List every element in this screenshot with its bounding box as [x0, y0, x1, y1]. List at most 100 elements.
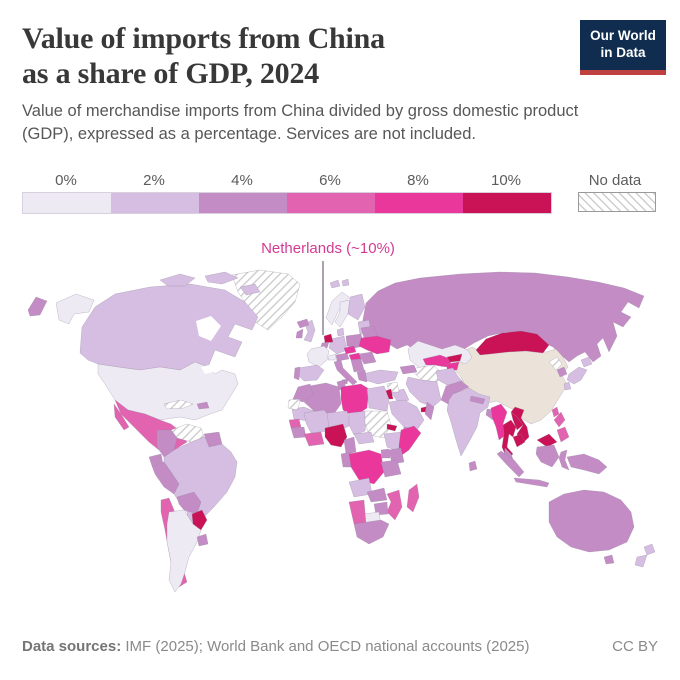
country-australia-tasmania[interactable]	[603, 554, 615, 565]
country-sri-lanka[interactable]	[468, 460, 478, 472]
country-ukraine[interactable]	[358, 335, 392, 355]
country-ivory-coast-ghana[interactable]	[303, 431, 325, 447]
country-mongolia[interactable]	[475, 330, 550, 356]
country-austria[interactable]	[335, 352, 350, 362]
legend-swatch-bin6[interactable]	[463, 193, 551, 213]
country-sudan[interactable]	[364, 410, 392, 439]
country-greece[interactable]	[356, 369, 368, 383]
country-guyanas[interactable]	[203, 431, 223, 448]
country-colombia[interactable]	[156, 429, 178, 458]
country-uganda[interactable]	[380, 448, 391, 459]
country-indonesia-sulawesi[interactable]	[558, 449, 570, 471]
country-mexico-baja[interactable]	[113, 403, 130, 431]
country-western-sahara[interactable]	[287, 398, 301, 411]
country-russia-chukotka[interactable]	[27, 296, 48, 317]
country-papua-new-guinea[interactable]	[566, 453, 608, 475]
country-north-korea[interactable]	[548, 356, 563, 371]
country-canada-arctic-2[interactable]	[204, 271, 239, 285]
country-cameroon[interactable]	[343, 436, 357, 455]
country-somalia[interactable]	[398, 425, 422, 458]
country-italy[interactable]	[333, 359, 358, 386]
country-chad[interactable]	[348, 410, 368, 436]
country-zimbabwe[interactable]	[373, 501, 389, 516]
country-eritrea[interactable]	[386, 423, 398, 432]
country-saudi-arabia[interactable]	[388, 399, 425, 431]
country-denmark[interactable]	[336, 327, 345, 337]
country-kenya[interactable]	[388, 447, 405, 465]
country-australia[interactable]	[548, 489, 635, 553]
country-finland[interactable]	[347, 293, 366, 321]
country-morocco[interactable]	[292, 383, 314, 403]
country-nigeria[interactable]	[324, 423, 348, 448]
country-indonesia-java[interactable]	[513, 477, 550, 488]
legend-swatch-bin3[interactable]	[199, 193, 287, 213]
country-kyrgyzstan[interactable]	[446, 353, 463, 363]
country-japan-honshu[interactable]	[566, 366, 588, 385]
country-romania[interactable]	[358, 351, 377, 365]
country-dr-congo[interactable]	[348, 449, 385, 485]
country-norway[interactable]	[325, 291, 350, 326]
country-senegal[interactable]	[288, 418, 302, 429]
country-tanzania[interactable]	[380, 459, 402, 478]
license-link[interactable]: CC BY	[612, 638, 658, 655]
country-madagascar[interactable]	[406, 483, 420, 513]
legend-swatch-bin5[interactable]	[375, 193, 463, 213]
country-central-african-republic[interactable]	[353, 431, 375, 445]
owid-logo[interactable]: Our World in Data	[580, 20, 666, 75]
country-ireland[interactable]	[295, 328, 304, 339]
country-new-zealand-south[interactable]	[634, 554, 648, 568]
country-iceland[interactable]	[296, 318, 310, 329]
country-egypt[interactable]	[366, 385, 390, 412]
country-paraguay[interactable]	[191, 509, 208, 531]
country-indonesia-kalimantan[interactable]	[535, 444, 560, 468]
country-zambia[interactable]	[366, 487, 388, 503]
country-indonesia-sumatra[interactable]	[496, 450, 525, 478]
country-balkans[interactable]	[350, 358, 365, 373]
country-canada-arctic-3[interactable]	[239, 283, 261, 296]
country-oman[interactable]	[424, 401, 435, 421]
legend-bar	[22, 192, 658, 214]
country-peru[interactable]	[151, 461, 180, 495]
country-france[interactable]	[306, 345, 330, 368]
country-philippines-luzon[interactable]	[553, 411, 566, 428]
country-vietnam[interactable]	[510, 406, 530, 446]
country-mozambique[interactable]	[386, 489, 403, 521]
country-guinea[interactable]	[290, 426, 307, 439]
country-south-africa[interactable]	[353, 519, 390, 545]
country-namibia[interactable]	[348, 499, 367, 525]
country-uruguay[interactable]	[196, 533, 209, 547]
country-netherlands[interactable]	[323, 333, 334, 344]
country-india[interactable]	[446, 387, 491, 457]
legend-swatch-bin4[interactable]	[287, 193, 375, 213]
country-turkey[interactable]	[361, 369, 399, 385]
country-japan-kyushu[interactable]	[563, 381, 572, 391]
country-svalbard[interactable]	[329, 279, 341, 289]
country-cuba[interactable]	[163, 399, 194, 410]
legend-swatch-bin1[interactable]	[23, 193, 111, 213]
country-japan-hokkaido[interactable]	[580, 356, 593, 368]
country-canada[interactable]	[79, 283, 259, 371]
legend-no-data-swatch[interactable]	[578, 192, 656, 212]
country-malaysia-borneo[interactable]	[536, 433, 558, 448]
country-nepal[interactable]	[469, 395, 486, 405]
country-taiwan[interactable]	[551, 406, 560, 418]
country-svalbard-east[interactable]	[341, 278, 350, 287]
country-caucasus[interactable]	[399, 364, 418, 375]
title-line-1: Value of imports from China	[22, 22, 385, 55]
country-portugal[interactable]	[293, 366, 301, 381]
legend-swatch-bin2[interactable]	[111, 193, 199, 213]
country-germany[interactable]	[328, 335, 348, 355]
country-czechia[interactable]	[343, 345, 357, 355]
country-alaska[interactable]	[55, 293, 95, 325]
country-spain[interactable]	[296, 364, 325, 382]
country-tajikistan[interactable]	[446, 361, 460, 371]
country-canada-arctic-1[interactable]	[159, 273, 196, 287]
chart-subtitle: Value of merchandise imports from China …	[22, 102, 579, 143]
country-south-korea[interactable]	[556, 366, 568, 378]
country-philippines-mindanao[interactable]	[556, 426, 570, 443]
country-cambodia[interactable]	[512, 433, 526, 448]
country-new-zealand-north[interactable]	[643, 543, 656, 556]
country-afghanistan[interactable]	[435, 367, 464, 386]
country-hispaniola[interactable]	[196, 401, 210, 410]
country-switzerland[interactable]	[327, 353, 337, 361]
